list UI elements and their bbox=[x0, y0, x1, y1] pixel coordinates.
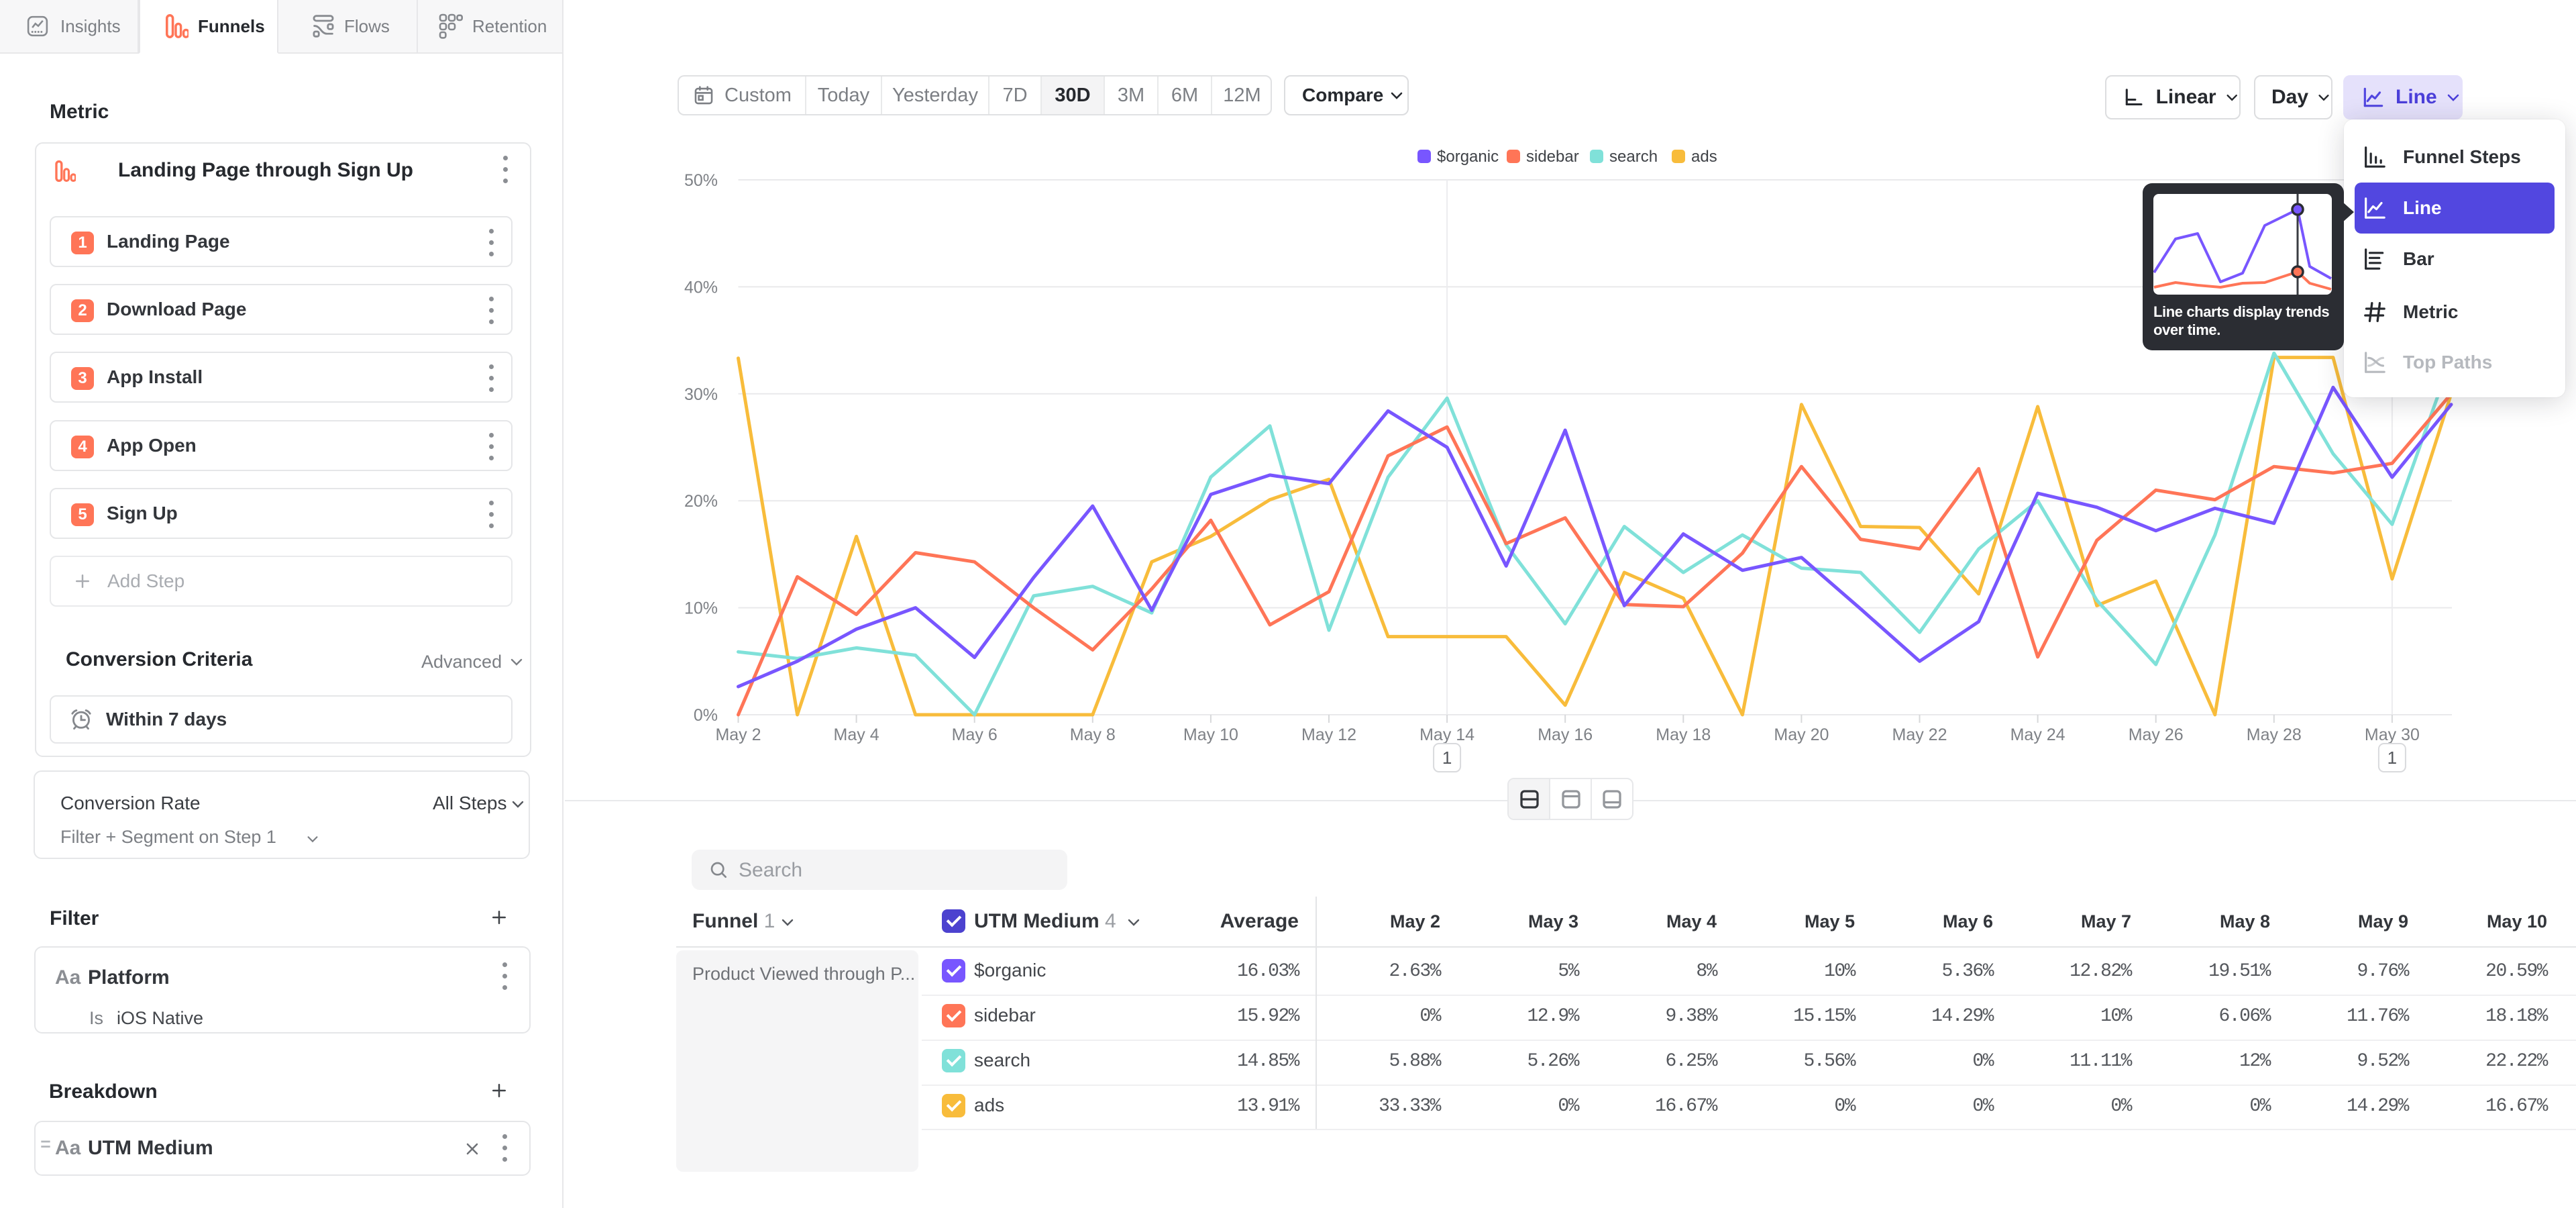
svg-text:sidebar: sidebar bbox=[1526, 148, 1579, 166]
svg-text:May 16: May 16 bbox=[1538, 725, 1593, 744]
svg-text:30%: 30% bbox=[684, 385, 718, 404]
svg-text:May 26: May 26 bbox=[2129, 725, 2184, 744]
svg-text:May 8: May 8 bbox=[1070, 725, 1116, 744]
svg-text:40%: 40% bbox=[684, 278, 718, 297]
svg-text:May 6: May 6 bbox=[952, 725, 998, 744]
svg-text:search: search bbox=[1609, 148, 1658, 166]
svg-text:1: 1 bbox=[2387, 748, 2397, 768]
svg-text:May 18: May 18 bbox=[1656, 725, 1711, 744]
svg-text:$organic: $organic bbox=[1437, 148, 1499, 166]
svg-text:20%: 20% bbox=[684, 492, 718, 511]
svg-text:May 24: May 24 bbox=[2010, 725, 2065, 744]
svg-text:1: 1 bbox=[1442, 748, 1452, 768]
svg-text:50%: 50% bbox=[684, 171, 718, 190]
svg-text:May 10: May 10 bbox=[1183, 725, 1238, 744]
svg-text:May 30: May 30 bbox=[2365, 725, 2420, 744]
svg-text:May 22: May 22 bbox=[1892, 725, 1947, 744]
svg-text:0%: 0% bbox=[694, 706, 718, 725]
svg-text:May 28: May 28 bbox=[2247, 725, 2302, 744]
svg-text:May 12: May 12 bbox=[1301, 725, 1356, 744]
svg-text:May 20: May 20 bbox=[1774, 725, 1829, 744]
svg-text:May 4: May 4 bbox=[834, 725, 879, 744]
svg-text:ads: ads bbox=[1691, 148, 1717, 166]
svg-text:10%: 10% bbox=[684, 599, 718, 618]
svg-text:May 14: May 14 bbox=[1419, 725, 1474, 744]
svg-text:May 2: May 2 bbox=[715, 725, 761, 744]
